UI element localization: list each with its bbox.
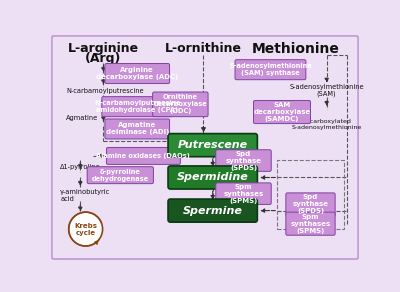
Text: S-adenosylmethionine
(SAM): S-adenosylmethionine (SAM) xyxy=(289,84,364,97)
Text: SAM
decarboxylase
(SAMDC): SAM decarboxylase (SAMDC) xyxy=(253,102,311,122)
Text: Methionine: Methionine xyxy=(252,42,340,56)
FancyBboxPatch shape xyxy=(235,60,306,80)
Text: Arginine
decarboxylase (ADC): Arginine decarboxylase (ADC) xyxy=(96,67,178,80)
Text: γ-aminobutyric
acid: γ-aminobutyric acid xyxy=(60,189,110,202)
Text: Spm
synthases
(SPMS): Spm synthases (SPMS) xyxy=(290,214,331,234)
Text: L-arginine: L-arginine xyxy=(68,42,139,55)
Text: S-adenosylmethionine
(SAM) synthase: S-adenosylmethionine (SAM) synthase xyxy=(229,63,312,76)
Text: Δ1-pyrroline: Δ1-pyrroline xyxy=(60,164,101,171)
Text: Spm
synthases
(SPMS): Spm synthases (SPMS) xyxy=(223,184,264,204)
Text: Agmatine: Agmatine xyxy=(66,115,99,121)
FancyBboxPatch shape xyxy=(286,193,335,216)
Text: Putrescene: Putrescene xyxy=(178,140,248,150)
FancyBboxPatch shape xyxy=(153,92,208,117)
Text: Spermidine: Spermidine xyxy=(177,173,248,182)
Text: Spermine: Spermine xyxy=(183,206,243,215)
Text: N-carbamoylputrescine: N-carbamoylputrescine xyxy=(66,88,144,94)
Text: Aiamine oxidases (DAOs): Aiamine oxidases (DAOs) xyxy=(96,153,190,159)
Text: Decarboxylated
S-adenosylmethionine: Decarboxylated S-adenosylmethionine xyxy=(292,119,362,130)
FancyBboxPatch shape xyxy=(216,183,271,204)
Text: δ-pyrroline
dehydrogenase: δ-pyrroline dehydrogenase xyxy=(92,169,149,182)
FancyBboxPatch shape xyxy=(254,100,310,124)
Text: Agmatine
deiminase (ADI): Agmatine deiminase (ADI) xyxy=(106,122,169,135)
Text: (Arg): (Arg) xyxy=(85,52,122,65)
FancyBboxPatch shape xyxy=(102,97,173,117)
FancyBboxPatch shape xyxy=(286,212,335,235)
FancyBboxPatch shape xyxy=(168,166,257,189)
Text: Spd
synthase
(SPDS): Spd synthase (SPDS) xyxy=(292,194,328,214)
FancyBboxPatch shape xyxy=(105,119,170,139)
FancyBboxPatch shape xyxy=(168,134,257,157)
Text: L-ornithine: L-ornithine xyxy=(165,42,242,55)
FancyBboxPatch shape xyxy=(168,199,257,222)
FancyBboxPatch shape xyxy=(106,147,180,164)
Circle shape xyxy=(69,212,102,246)
FancyBboxPatch shape xyxy=(52,36,358,259)
Text: N-carbamoylputrescine
amidohydrolase (CPA): N-carbamoylputrescine amidohydrolase (CP… xyxy=(94,100,180,113)
Text: Ornithine
decarboxylase
(ODC): Ornithine decarboxylase (ODC) xyxy=(154,94,207,114)
FancyBboxPatch shape xyxy=(105,64,170,84)
Text: Spd
synthase
(SPDS): Spd synthase (SPDS) xyxy=(226,151,262,171)
Text: Krebs
cycle: Krebs cycle xyxy=(74,223,97,236)
FancyBboxPatch shape xyxy=(216,150,271,171)
FancyBboxPatch shape xyxy=(87,167,154,184)
